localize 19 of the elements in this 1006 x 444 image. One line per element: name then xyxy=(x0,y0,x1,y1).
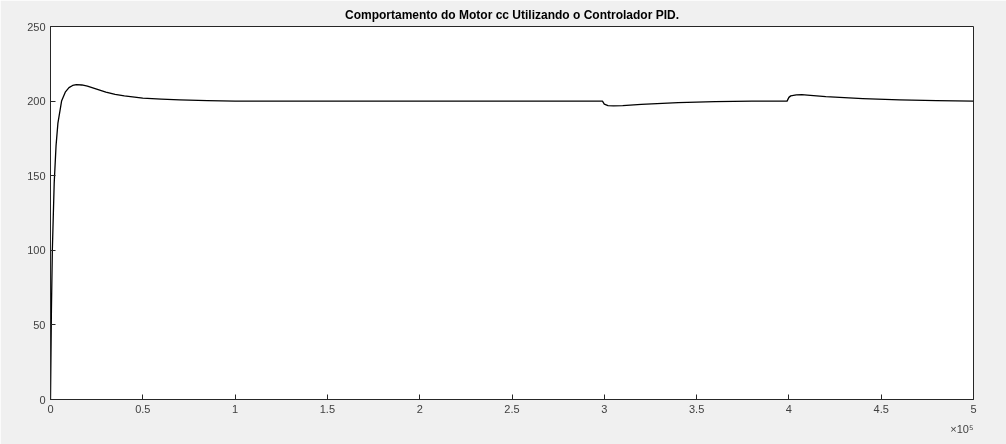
x-tick-label: 4.5 xyxy=(873,402,889,415)
x-tick-label: 3.5 xyxy=(688,402,705,415)
x-tick-label: 1 xyxy=(232,402,239,415)
x-tick-label: 2 xyxy=(416,402,423,415)
y-tick-label: 200 xyxy=(27,95,46,108)
y-tick-label: 100 xyxy=(27,244,46,257)
x-tick-label: 3 xyxy=(601,402,608,415)
x-tick-label: 1.5 xyxy=(319,402,336,415)
chart-title: Comportamento do Motor cc Utilizando o Controlador PID. xyxy=(345,7,679,22)
x-tick-label: 5 xyxy=(970,402,977,415)
y-tick-label: 0 xyxy=(39,393,46,406)
x-tick-label: 4 xyxy=(785,402,792,415)
y-tick-label: 50 xyxy=(33,318,46,331)
x-tick-label: 0.5 xyxy=(135,402,151,415)
y-tick-label: 150 xyxy=(27,169,46,182)
text: ×10⁵ xyxy=(950,422,974,435)
y-tick-label: 250 xyxy=(27,20,46,33)
x-tick-label: 0 xyxy=(47,402,54,415)
x-tick-label: 2.5 xyxy=(504,402,520,415)
